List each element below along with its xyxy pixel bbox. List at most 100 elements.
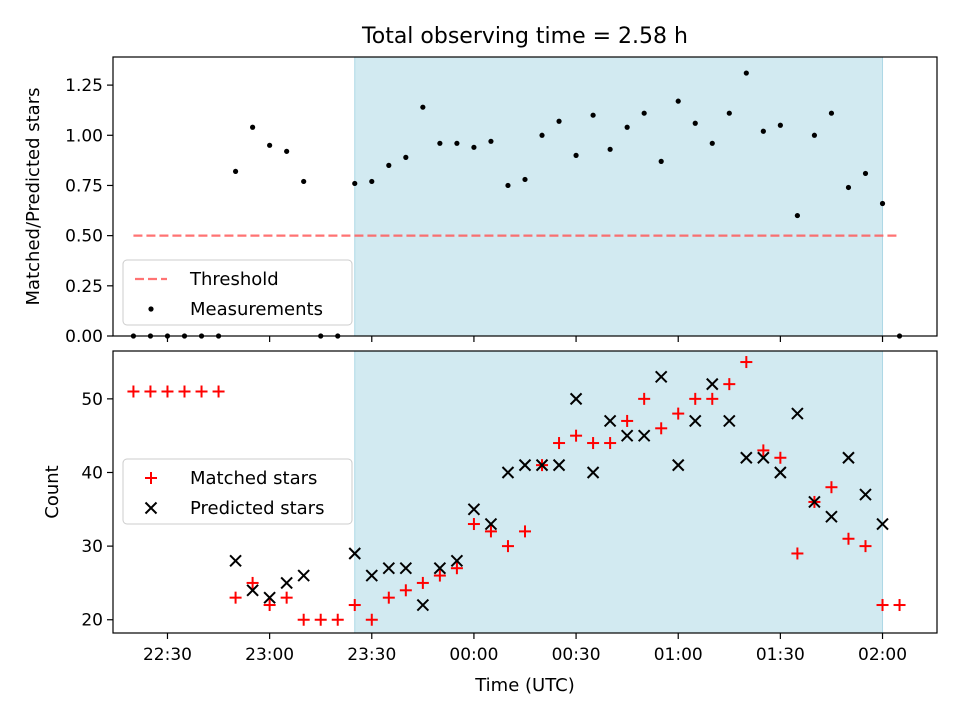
predicted-star-marker: [535, 458, 549, 472]
matched-star-marker: [416, 576, 429, 589]
predicted-star-marker: [808, 495, 821, 509]
predicted-star-marker: [365, 569, 378, 582]
matched-star-marker: [553, 437, 566, 450]
measurement-point: [607, 146, 613, 152]
predicted-star-marker: [706, 377, 719, 391]
predicted-star-marker: [825, 510, 838, 523]
predicted-star-marker: [501, 466, 515, 479]
measurement-point: [573, 152, 579, 158]
predicted-star-marker: [791, 407, 804, 420]
y-tick-label: 1.00: [65, 126, 103, 146]
predicted-star-marker: [586, 466, 600, 479]
predicted-star-marker: [603, 414, 617, 428]
predicted-star-marker: [672, 458, 685, 472]
x-tick-label: 00:30: [552, 645, 601, 665]
predicted-star-marker: [859, 488, 872, 501]
measurement-point: [505, 182, 511, 189]
predicted-star-marker: [467, 503, 481, 516]
matched-star-marker: [501, 540, 514, 553]
x-tick-label: 00:00: [449, 645, 498, 665]
predicted-star-marker: [484, 517, 498, 531]
matched-star-marker: [127, 385, 140, 398]
x-axis-label: Time (UTC): [474, 675, 575, 696]
top-x-ticks: [166, 336, 884, 342]
matched-star-marker: [570, 429, 583, 442]
predicted-star-marker: [263, 591, 276, 604]
predicted-star-marker: [637, 429, 651, 442]
measurement-point: [556, 118, 562, 124]
legend-box: [122, 259, 353, 326]
measurement-point: [437, 140, 443, 146]
bottom-plot-frame: [112, 350, 938, 634]
measurement-point: [352, 180, 358, 187]
measurement-point: [454, 140, 460, 146]
matched-star-marker: [519, 525, 531, 538]
top-y-ticks: 0.00 0.25 0.50 0.75 1.00 1.25: [65, 76, 113, 347]
measurement-point: [522, 176, 528, 183]
measurement-point: [675, 98, 681, 104]
measurement-point: [420, 104, 426, 110]
y-tick-label: 20: [81, 611, 103, 631]
legend-label: Threshold: [189, 269, 279, 290]
measurement-point: [743, 70, 749, 76]
predicted-star-marker: [450, 554, 464, 568]
matched-star-marker: [433, 569, 446, 582]
bottom-legend: Matched stars Predicted stars: [122, 458, 353, 525]
matched-star-marker: [280, 591, 293, 604]
predicted-star-marker: [774, 466, 787, 479]
measurement-point: [879, 200, 886, 207]
top-y-axis-label: Matched/Predicted stars: [23, 88, 44, 306]
predicted-stars-points: [229, 370, 889, 612]
matched-star-marker: [263, 599, 276, 612]
predicted-star-marker: [654, 370, 668, 383]
y-tick-label: 1.25: [65, 76, 103, 96]
y-tick-label: 0.00: [65, 327, 103, 347]
measurement-point: [250, 124, 256, 130]
measurement-point: [301, 178, 307, 185]
matched-star-marker: [314, 613, 327, 626]
matched-star-marker: [212, 385, 225, 398]
y-tick-label: 50: [81, 390, 103, 410]
matched-star-marker: [604, 437, 617, 450]
matched-star-marker: [859, 540, 872, 553]
measurement-point: [726, 110, 732, 116]
measurement-point: [709, 140, 715, 146]
y-tick-label: 0.25: [65, 277, 103, 297]
matched-star-marker: [655, 422, 668, 435]
measurement-point: [811, 132, 818, 138]
legend-box: [122, 458, 353, 525]
measurement-point: [471, 144, 477, 150]
matched-star-marker: [876, 599, 889, 612]
predicted-star-marker: [399, 561, 413, 575]
predicted-star-marker: [723, 414, 736, 428]
matched-star-marker: [331, 613, 344, 626]
predicted-star-marker: [229, 554, 242, 568]
predicted-star-marker: [689, 414, 702, 428]
measurement-point: [267, 142, 273, 148]
measurement-point: [641, 110, 647, 116]
measurement-point: [624, 124, 630, 130]
predicted-star-marker: [620, 429, 634, 442]
matched-star-marker: [161, 385, 174, 398]
legend-handle-matched: [145, 472, 157, 484]
measurement-point: [590, 112, 596, 118]
predicted-star-marker: [842, 451, 855, 464]
predicted-star-marker: [876, 517, 889, 531]
matched-star-marker: [587, 437, 600, 450]
measurement-point: [284, 148, 290, 154]
measurement-point: [760, 128, 766, 134]
matched-star-marker: [450, 562, 463, 575]
predicted-star-marker: [757, 451, 770, 464]
matched-star-marker: [178, 385, 191, 398]
matched-star-marker: [689, 392, 702, 405]
measurement-points: [130, 70, 903, 339]
predicted-star-marker: [552, 458, 566, 472]
bottom-axes: 22:30 23:00 23:30 00:00 00:30 01:00 01:30 02:00…: [42, 350, 938, 665]
matched-star-marker: [638, 392, 651, 405]
y-tick-label: 0.50: [65, 227, 103, 247]
predicted-star-marker: [416, 598, 430, 612]
measurement-point: [828, 110, 835, 116]
predicted-star-marker: [518, 458, 532, 472]
y-tick-label: 0.75: [65, 176, 103, 196]
